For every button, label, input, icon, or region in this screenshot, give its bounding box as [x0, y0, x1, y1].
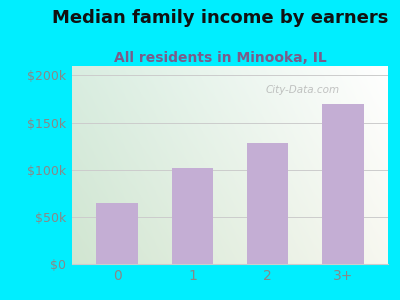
Text: Median family income by earners: Median family income by earners [52, 9, 388, 27]
Text: All residents in Minooka, IL: All residents in Minooka, IL [114, 51, 326, 65]
Bar [247, 143, 288, 264]
Text: City-Data.com: City-Data.com [266, 85, 340, 95]
Bar [172, 168, 213, 264]
Bar [322, 104, 364, 264]
Bar [96, 203, 138, 264]
